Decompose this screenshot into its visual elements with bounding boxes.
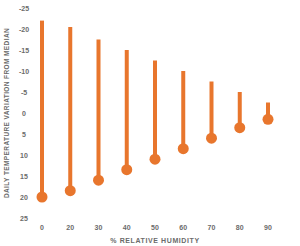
range-dot <box>206 133 217 144</box>
chart-container: -25 -20 -15 -10 -5 0 5 10 15 20 25 DAILY TEMPERATUR… <box>0 0 300 246</box>
x-tick-label: 30 <box>95 224 103 231</box>
y-tick <box>30 29 33 30</box>
x-tick-label: 50 <box>151 224 159 231</box>
range-dot <box>65 185 76 196</box>
y-tick-label: 10 <box>20 152 28 159</box>
y-tick-label: 5 <box>22 131 26 138</box>
chart-svg: -25 -20 -15 -10 -5 0 5 10 15 20 25 DAILY TEMPERATUR… <box>0 0 300 246</box>
range-dot <box>178 143 189 154</box>
y-tick <box>30 155 33 156</box>
range-dot <box>37 192 48 203</box>
y-ticks: -25 -20 -15 -10 -5 0 5 10 15 20 25 <box>19 5 33 222</box>
x-tick-label: 90 <box>264 224 272 231</box>
range-dot <box>263 114 274 125</box>
range-dot <box>121 164 132 175</box>
y-tick-label: 15 <box>20 173 28 180</box>
range-stem <box>153 61 157 160</box>
y-tick <box>30 134 33 135</box>
y-tick <box>30 113 33 114</box>
range-dot <box>93 175 104 186</box>
range-stem <box>210 82 214 139</box>
range-dot <box>150 154 161 165</box>
y-tick-label: -15 <box>19 47 29 54</box>
x-ticks: 0 20 30 40 50 60 70 80 90 <box>40 224 272 231</box>
y-tick <box>30 197 33 198</box>
stems <box>42 21 268 197</box>
y-tick-label: -20 <box>19 26 29 33</box>
range-stem <box>181 71 185 149</box>
y-tick-label: -10 <box>19 68 29 75</box>
range-stem <box>40 21 44 197</box>
y-tick <box>30 176 33 177</box>
range-stem <box>125 50 129 170</box>
x-tick-label: 0 <box>40 224 44 231</box>
x-tick-label: 60 <box>179 224 187 231</box>
range-stem <box>68 27 72 191</box>
x-axis-title: % RELATIVE HUMIDITY <box>110 237 199 244</box>
x-tick-label: 70 <box>208 224 216 231</box>
range-dot <box>234 122 245 133</box>
range-stem <box>97 40 101 181</box>
y-tick-label: 0 <box>22 110 26 117</box>
y-tick-label: -5 <box>21 89 27 96</box>
y-tick-label: 25 <box>20 215 28 222</box>
y-tick <box>30 8 33 9</box>
y-tick-label: -25 <box>19 5 29 12</box>
y-tick <box>30 218 33 219</box>
y-tick <box>30 92 33 93</box>
y-tick-label: 20 <box>20 194 28 201</box>
y-tick <box>30 71 33 72</box>
x-tick-label: 80 <box>236 224 244 231</box>
x-tick-label: 40 <box>123 224 131 231</box>
x-tick-label: 20 <box>66 224 74 231</box>
marks <box>37 21 274 203</box>
y-axis-title: DAILY TEMPERATURE VARIATION FROM MEDIAN <box>3 28 10 198</box>
y-tick <box>30 50 33 51</box>
